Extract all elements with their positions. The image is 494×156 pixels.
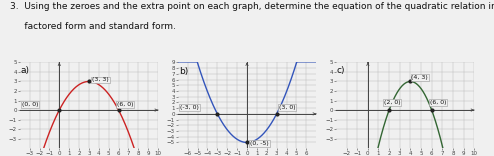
Text: c): c): [337, 66, 345, 75]
Text: (3, 3): (3, 3): [92, 78, 109, 83]
Text: (6, 0): (6, 0): [430, 100, 446, 105]
Text: (6, 0): (6, 0): [117, 102, 133, 107]
Text: (2, 0): (2, 0): [384, 100, 401, 105]
Text: (3, 0): (3, 0): [279, 105, 295, 110]
Text: factored form and standard form.: factored form and standard form.: [10, 22, 176, 31]
Text: (0, 0): (0, 0): [22, 102, 38, 107]
Text: (4, 3): (4, 3): [412, 75, 428, 80]
Text: a): a): [21, 66, 30, 75]
Text: (-3, 0): (-3, 0): [180, 105, 199, 110]
Text: b): b): [179, 66, 188, 76]
Text: (0, -5): (0, -5): [250, 141, 269, 146]
Text: 3.  Using the zeroes and the extra point on each graph, determine the equation o: 3. Using the zeroes and the extra point …: [10, 2, 494, 11]
